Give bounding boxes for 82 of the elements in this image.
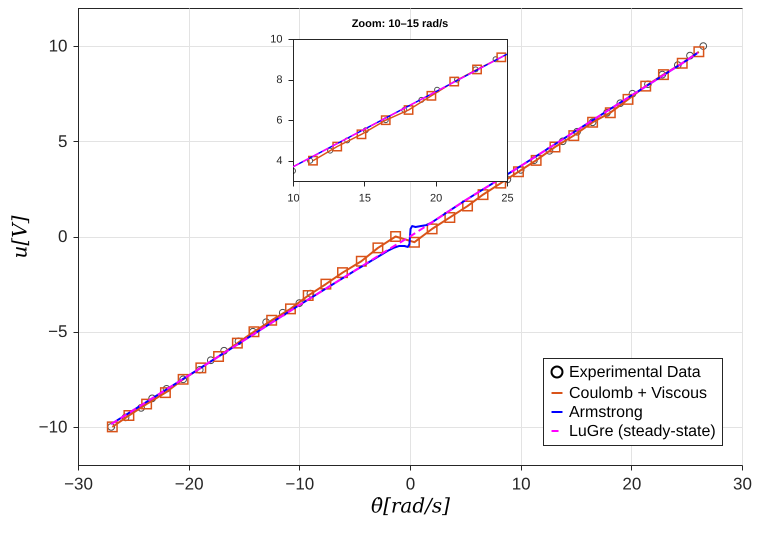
x-axis-title: θ̇[rad/s] bbox=[371, 494, 450, 518]
point bbox=[658, 69, 669, 80]
point bbox=[401, 107, 408, 113]
x-tick-label: 30 bbox=[733, 474, 752, 494]
y-axis-title: u[V] bbox=[8, 215, 32, 258]
x-tick-label: 10 bbox=[287, 192, 300, 204]
point bbox=[549, 142, 560, 152]
point bbox=[573, 128, 581, 136]
point bbox=[426, 223, 438, 234]
point bbox=[693, 46, 704, 58]
point bbox=[213, 350, 224, 362]
point bbox=[248, 326, 260, 338]
y-tick-label: 5 bbox=[58, 132, 68, 151]
point bbox=[658, 70, 666, 78]
point bbox=[404, 105, 414, 115]
point bbox=[530, 154, 542, 166]
x-tick-label: 0 bbox=[406, 474, 416, 494]
point bbox=[337, 267, 348, 278]
point bbox=[362, 127, 369, 134]
y-tick-label: 10 bbox=[48, 36, 68, 56]
y-tick-label: 8 bbox=[276, 74, 282, 86]
point bbox=[568, 130, 580, 142]
point bbox=[408, 236, 420, 248]
point bbox=[558, 137, 567, 146]
x-tick-label: −30 bbox=[64, 474, 93, 494]
legend-label: LuGre (steady-state) bbox=[569, 423, 716, 440]
point bbox=[356, 129, 366, 140]
point bbox=[220, 346, 228, 355]
point bbox=[492, 56, 499, 62]
point bbox=[676, 58, 688, 69]
point bbox=[603, 108, 611, 117]
point bbox=[284, 303, 296, 314]
point bbox=[674, 61, 682, 69]
point bbox=[308, 156, 318, 166]
y-tick-label: 6 bbox=[276, 114, 282, 127]
point bbox=[356, 256, 367, 267]
point bbox=[123, 410, 134, 421]
point bbox=[418, 96, 424, 103]
point bbox=[699, 42, 708, 50]
legend-label: Armstrong bbox=[569, 404, 643, 421]
x-tick-label: 20 bbox=[430, 192, 442, 204]
point bbox=[444, 212, 456, 223]
legend-label: Experimental Data bbox=[569, 364, 701, 381]
point bbox=[472, 64, 482, 74]
x-tick-label: 10 bbox=[512, 474, 531, 494]
point bbox=[320, 278, 332, 290]
point bbox=[390, 231, 402, 242]
y-tick-label: −5 bbox=[48, 322, 68, 342]
point bbox=[196, 366, 204, 374]
point bbox=[512, 166, 524, 178]
point bbox=[372, 242, 384, 254]
point bbox=[295, 299, 304, 307]
x-tick-label: 20 bbox=[622, 474, 642, 494]
point bbox=[107, 423, 116, 431]
point bbox=[302, 290, 314, 302]
y-tick-label: −10 bbox=[38, 417, 68, 436]
x-tick-label: 25 bbox=[501, 192, 514, 204]
point bbox=[266, 314, 278, 326]
point bbox=[622, 94, 634, 105]
point bbox=[344, 137, 350, 144]
point bbox=[686, 52, 694, 60]
point bbox=[195, 362, 206, 374]
point bbox=[449, 76, 460, 87]
point bbox=[332, 142, 342, 152]
y-tick-label: 10 bbox=[270, 34, 282, 46]
chart-title: Zoom: 10–15 rad/s bbox=[352, 18, 448, 30]
point bbox=[478, 189, 489, 200]
point bbox=[496, 52, 506, 62]
point bbox=[604, 107, 616, 118]
y-tick-label: 0 bbox=[58, 227, 68, 246]
point bbox=[232, 338, 243, 349]
point bbox=[426, 90, 436, 101]
y-tick-label: 4 bbox=[276, 155, 282, 168]
x-tick-label: 15 bbox=[358, 192, 371, 204]
point bbox=[462, 200, 474, 212]
x-tick-label: −20 bbox=[174, 474, 204, 494]
point bbox=[106, 421, 118, 432]
point bbox=[327, 148, 334, 154]
point bbox=[141, 398, 152, 410]
legend-label: Coulomb + Viscous bbox=[569, 385, 707, 402]
point bbox=[640, 80, 652, 92]
point bbox=[160, 387, 171, 398]
